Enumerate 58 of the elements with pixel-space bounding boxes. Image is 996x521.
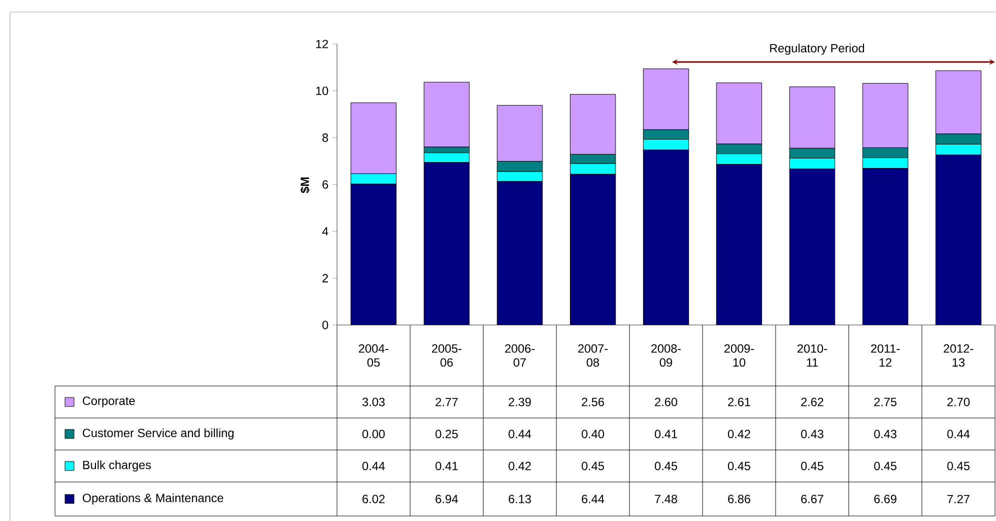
data-label: 0.45: [728, 462, 750, 470]
x-tick-label: 2005-06: [432, 344, 462, 367]
data-label: 0.42: [508, 462, 531, 470]
data-label: 0.44: [362, 462, 385, 470]
y-tick-label: 8: [322, 133, 328, 142]
y-tick-label: 4: [322, 227, 328, 236]
data-label: 6.02: [362, 494, 385, 504]
data-label: 6.94: [436, 494, 458, 504]
data-label: 0.40: [582, 430, 604, 438]
data-label: 0.43: [801, 430, 824, 438]
data-label: 2.60: [654, 398, 678, 406]
data-label: 3.03: [362, 398, 385, 406]
x-tick-label: 2010-11: [798, 344, 827, 367]
data-label: 0.45: [947, 462, 970, 470]
annotation: Regulatory Period: [770, 44, 864, 55]
data-label: 7.48: [654, 494, 678, 504]
legend-label: Operations & Maintenance: [82, 493, 224, 505]
data-label: 2.77: [436, 398, 458, 406]
data-label: 0.45: [874, 462, 896, 470]
y-axis-title: $M: [300, 177, 310, 194]
y-tick-label: 2: [322, 274, 328, 282]
x-tick-label: 2011-12: [871, 344, 900, 367]
data-label: 2.56: [582, 398, 604, 406]
data-label: 6.86: [728, 494, 750, 504]
y-tick-label: 0: [322, 320, 328, 330]
legend-label: Bulk charges: [83, 460, 151, 472]
y-tick-label: 10: [316, 86, 328, 96]
data-label: 2.70: [947, 398, 970, 406]
data-label: 0.42: [728, 430, 750, 438]
data-label: 6.13: [508, 494, 531, 504]
x-tick-label: 2008-09: [651, 344, 681, 367]
data-label: 0.44: [947, 430, 970, 438]
data-label: 0.45: [654, 462, 678, 470]
data-label: 6.44: [582, 494, 604, 504]
data-label: 7.27: [947, 494, 970, 504]
data-label: 6.67: [801, 494, 824, 504]
x-tick-label: 2007-08: [578, 344, 608, 367]
data-label: 2.62: [801, 398, 824, 406]
legend-label: Corporate: [82, 396, 135, 408]
x-tick-label: 2006-07: [505, 344, 535, 367]
x-tick-label: 2004-05: [358, 344, 388, 367]
y-tick-label: 12: [316, 40, 328, 48]
data-label: 0.41: [654, 430, 678, 438]
data-label: 6.69: [874, 494, 896, 504]
data-label: 0.45: [801, 462, 824, 470]
data-label: 0.00: [362, 430, 385, 438]
data-label: 0.45: [582, 462, 604, 470]
y-tick-label: 6: [322, 180, 328, 189]
x-tick-label: 2009-10: [724, 344, 754, 367]
data-label: 2.39: [508, 398, 531, 406]
data-label: 0.43: [874, 430, 896, 438]
data-label: 2.75: [874, 398, 896, 406]
x-tick-label: 2012-13: [944, 344, 974, 367]
data-label: 0.25: [436, 430, 458, 438]
legend-label: Customer Service and billing: [82, 428, 234, 440]
data-label: 0.41: [436, 462, 458, 470]
data-label: 2.61: [728, 398, 750, 406]
data-label: 0.44: [508, 430, 532, 438]
